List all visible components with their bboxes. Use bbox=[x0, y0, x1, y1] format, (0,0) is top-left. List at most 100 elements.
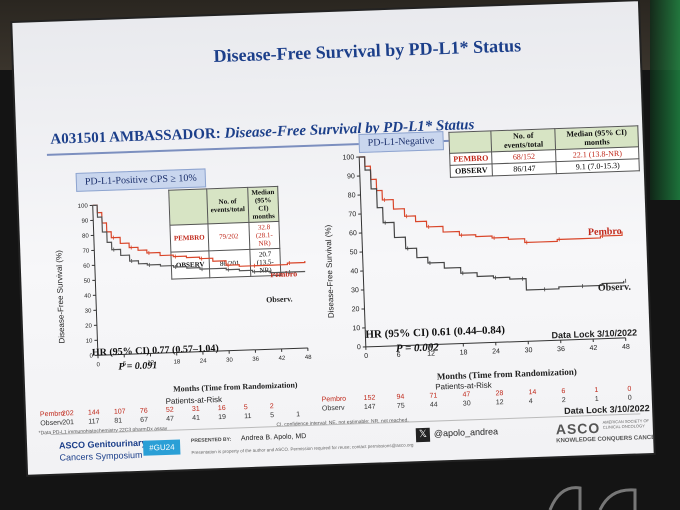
risk-count: 44 bbox=[429, 401, 438, 409]
x-tick-label: 0 bbox=[97, 362, 101, 368]
y-tick-label: 50 bbox=[84, 278, 92, 284]
risk-count: 2 bbox=[561, 396, 566, 405]
risk-count: 117 bbox=[88, 418, 100, 426]
y-tick-label: 0 bbox=[90, 353, 94, 359]
x-tick-label: 12 bbox=[147, 360, 155, 366]
y-tick-label: 10 bbox=[352, 325, 360, 332]
y-tick-label: 80 bbox=[82, 234, 90, 240]
stage-railing bbox=[548, 486, 637, 510]
risk-count: 1 bbox=[296, 411, 301, 419]
right-risk-title: Patients-at-Risk bbox=[435, 380, 492, 392]
risk-count: 152 bbox=[363, 394, 376, 403]
risk-arm-label: Pembro bbox=[321, 395, 347, 404]
risk-count: 0 bbox=[627, 394, 632, 402]
right-y-axis-label: Disease-Free Survival (%) bbox=[323, 224, 336, 319]
risk-count: 14 bbox=[528, 389, 537, 397]
x-tick-label: 36 bbox=[252, 357, 260, 363]
x-tick-label: 6 bbox=[397, 352, 401, 359]
y-tick-label: 90 bbox=[347, 173, 355, 180]
x-tick-label: 36 bbox=[557, 346, 565, 353]
permission-note: Presentation is property of the author a… bbox=[191, 442, 414, 456]
x-tick-label: 48 bbox=[622, 344, 630, 351]
y-tick-label: 10 bbox=[86, 338, 94, 344]
risk-count: 5 bbox=[270, 412, 275, 420]
km-curve-pembro bbox=[92, 204, 306, 267]
risk-count: 31 bbox=[191, 405, 200, 414]
risk-count: 1 bbox=[594, 395, 599, 403]
risk-count: 81 bbox=[114, 417, 123, 425]
asco-logo: ASCO bbox=[555, 419, 601, 438]
projection-screen: Disease-Free Survival by PD-L1* Status A… bbox=[12, 1, 654, 475]
risk-count: 0 bbox=[627, 385, 632, 393]
risk-count: 75 bbox=[396, 402, 405, 410]
x-tick-label: 30 bbox=[525, 347, 533, 354]
presenter-name: Andrea B. Apolo, MD bbox=[240, 433, 307, 443]
y-tick-label: 100 bbox=[78, 204, 89, 210]
y-tick-label: 60 bbox=[349, 230, 357, 237]
x-tick-label: 30 bbox=[226, 358, 234, 364]
risk-count: 1 bbox=[594, 386, 599, 394]
x-tick-label: 18 bbox=[174, 359, 182, 365]
risk-count: 30 bbox=[462, 400, 471, 408]
risk-count: 201 bbox=[62, 419, 75, 427]
y-tick-label: 80 bbox=[348, 192, 356, 199]
y-tick-label: 30 bbox=[85, 308, 93, 314]
y-tick-label: 70 bbox=[83, 248, 91, 254]
left-p-value: P = 0.091 bbox=[118, 360, 158, 373]
risk-count: 6 bbox=[561, 387, 566, 396]
left-km-chart: 0 10 20 30 40 50 60 70 80 90 100 0 6 12 18 24 30 36 42 48 Pe… bbox=[78, 204, 313, 369]
twitter-handle: @apolo_andrea bbox=[433, 426, 499, 439]
series-label: Observ. bbox=[266, 294, 293, 304]
axis-label-sub: (Time from Randomization) bbox=[468, 366, 577, 381]
risk-count: 71 bbox=[429, 392, 438, 400]
y-tick-label: 90 bbox=[81, 219, 89, 225]
x-logo-icon: 𝕏 bbox=[415, 427, 431, 443]
y-tick-label: 40 bbox=[350, 268, 358, 275]
risk-arm-label: Observ bbox=[40, 419, 63, 428]
risk-count: 67 bbox=[140, 416, 149, 424]
x-tick-label: 0 bbox=[364, 353, 368, 360]
asco-society-name: AMERICAN SOCIETY OF CLINICAL ONCOLOGY bbox=[602, 418, 650, 430]
risk-count: 107 bbox=[113, 408, 126, 416]
risk-count: 12 bbox=[495, 399, 504, 407]
x-tick-label: 48 bbox=[305, 355, 313, 361]
y-tick-label: 50 bbox=[350, 249, 358, 256]
x-tick-label: 12 bbox=[427, 351, 435, 358]
risk-count: 28 bbox=[495, 390, 504, 398]
right-p-value: P = 0.002 bbox=[395, 341, 439, 355]
axis-label-main: Months bbox=[436, 370, 467, 382]
risk-count: 5 bbox=[243, 404, 248, 412]
risk-arm-label: Observ bbox=[321, 404, 345, 413]
stage-light bbox=[650, 0, 680, 200]
series-label: Pembro bbox=[588, 226, 622, 238]
x-tick-label: 42 bbox=[278, 356, 286, 362]
risk-count: 147 bbox=[363, 403, 376, 412]
right-km-chart: 0 10 20 30 40 50 60 70 80 90 100 0 6 12 18 24 30 36 42 48 Pe… bbox=[342, 154, 631, 360]
risk-count: 19 bbox=[218, 413, 227, 422]
risk-count: 202 bbox=[61, 410, 74, 418]
risk-count: 47 bbox=[462, 391, 471, 399]
x-tick-label: 42 bbox=[589, 345, 597, 352]
risk-count: 41 bbox=[192, 414, 201, 423]
y-tick-label: 60 bbox=[83, 263, 91, 269]
right-x-axis-label: Months (Time from Randomization) bbox=[437, 367, 577, 382]
left-x-axis-label: Months (Time from Randomization) bbox=[173, 380, 298, 393]
y-tick-label: 20 bbox=[352, 306, 360, 313]
symposium-name-line1: ASCO Genitourinary bbox=[58, 437, 147, 451]
series-label: Pembro bbox=[270, 269, 297, 279]
railing-curve bbox=[598, 488, 637, 510]
risk-count: 144 bbox=[87, 409, 100, 417]
left-risk-title: Patients-at-Risk bbox=[165, 394, 223, 406]
risk-count: 16 bbox=[217, 404, 226, 413]
y-tick-label: 20 bbox=[85, 323, 93, 329]
railing-curve bbox=[548, 486, 582, 510]
risk-count: 94 bbox=[396, 393, 405, 401]
y-tick-label: 0 bbox=[357, 344, 361, 351]
x-tick-label: 18 bbox=[460, 349, 468, 356]
x-tick-label: 24 bbox=[200, 358, 208, 364]
presented-by-label: PRESENTED BY: bbox=[190, 436, 232, 445]
x-tick-label: 6 bbox=[123, 361, 127, 367]
x-tick-label: 24 bbox=[492, 348, 500, 355]
y-tick-label: 70 bbox=[348, 211, 356, 218]
slide-title: Disease-Free Survival by PD-L1* Status bbox=[213, 35, 522, 67]
